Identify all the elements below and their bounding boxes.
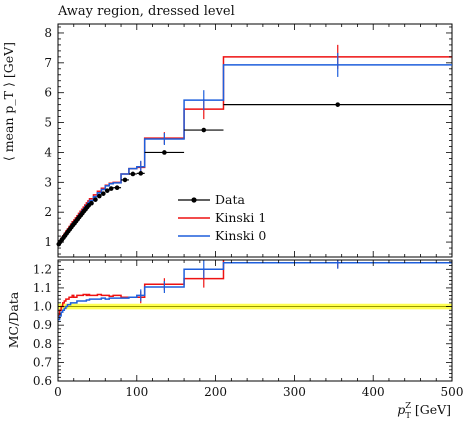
ratio-y-tick-label: 1.1 [33, 281, 52, 295]
data-point [122, 177, 128, 183]
legend-data-marker [191, 197, 197, 203]
y-tick-label: 3 [44, 175, 52, 189]
x-tick-label: 500 [441, 385, 464, 399]
main-panel-ticks: 1 2 3 4 5 6 7 8 [44, 24, 453, 257]
ratio-panel-frame [57, 259, 453, 382]
main-y-axis-label: ⟨ mean p_T ⟩ [GeV] [1, 42, 16, 161]
legend-label-data: Data [215, 192, 245, 207]
data-point [93, 197, 98, 202]
y-tick-label: 4 [44, 145, 52, 159]
data-point [162, 150, 167, 155]
y-tick-label: 8 [44, 26, 52, 40]
chart-title: Away region, dressed level [58, 4, 235, 19]
data-point [138, 171, 144, 176]
data-point [335, 102, 341, 107]
ratio-panel-ticks: 0 100 200 300 400 500 0.6 0.7 0.8 0.9 1.0 1.1 1.2 [33, 260, 464, 399]
x-tick-label: 400 [362, 385, 385, 399]
ratio-y-tick-label: 0.8 [33, 337, 52, 351]
ratio-y-tick-label: 0.9 [33, 318, 52, 332]
legend-label-kinski-0: Kinski 0 [215, 228, 266, 243]
ratio-series-kinski-1 [58, 260, 225, 317]
data-point [108, 186, 114, 191]
y-tick-label: 1 [44, 235, 52, 249]
ratio-y-tick-label: 1.2 [33, 262, 52, 276]
x-tick-label: 200 [204, 385, 227, 399]
data-point [114, 185, 120, 190]
data-point [130, 171, 136, 177]
ratio-y-tick-label: 0.7 [33, 355, 52, 369]
ratio-panel-series [58, 260, 452, 321]
data-points [56, 102, 452, 247]
ratio-y-tick-label: 0.6 [33, 374, 52, 388]
x-tick-label: 300 [283, 385, 306, 399]
data-point [89, 200, 94, 206]
y-tick-label: 6 [44, 86, 52, 100]
x-tick-label: 100 [125, 385, 148, 399]
x-tick-label: 0 [54, 385, 62, 399]
data-point [101, 191, 106, 196]
x-axis-label: pZ T [GeV] [397, 401, 451, 421]
ratio-series-kinski-0 [58, 262, 452, 321]
data-point [97, 193, 102, 199]
data-point [104, 188, 110, 193]
legend-label-kinski-1: Kinski 1 [215, 210, 266, 225]
y-tick-label: 5 [44, 116, 52, 130]
y-tick-label: 2 [44, 205, 52, 219]
y-tick-label: 7 [44, 56, 52, 70]
legend: Data Kinski 1 Kinski 0 [178, 192, 266, 243]
ratio-y-tick-label: 1.0 [33, 300, 52, 314]
ratio-y-axis-label: MC/Data [6, 291, 21, 348]
data-point [201, 127, 207, 133]
